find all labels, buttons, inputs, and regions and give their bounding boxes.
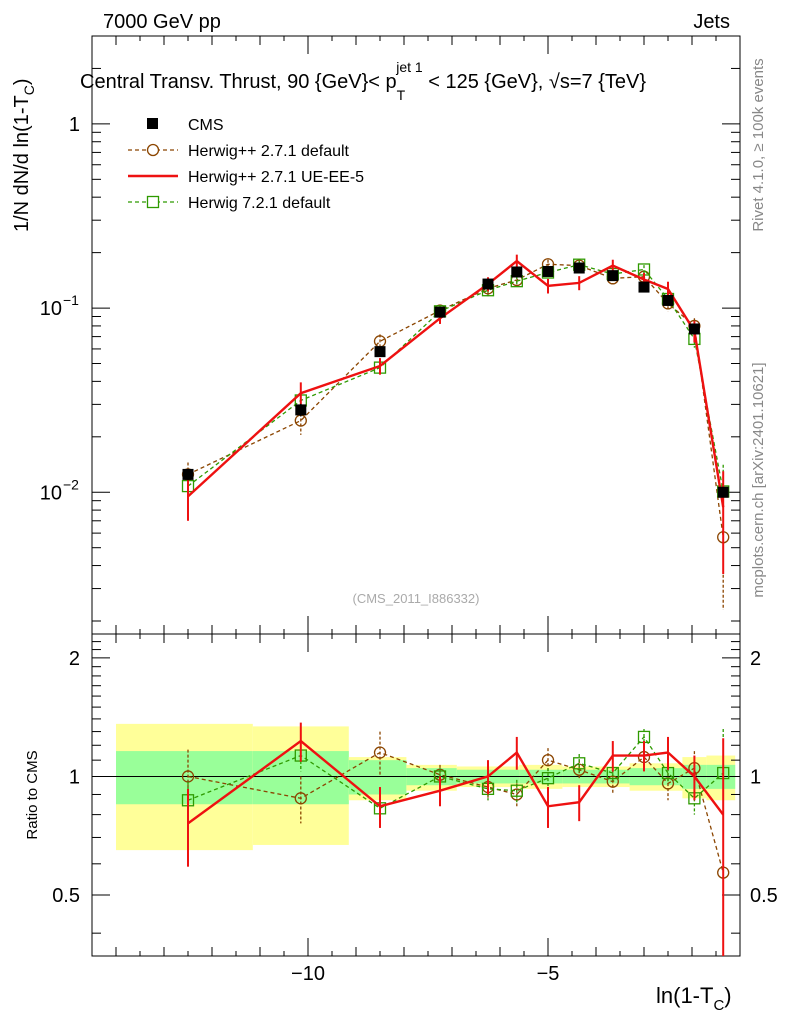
- legend-label-herwigpp-default: Herwig++ 2.7.1 default: [188, 143, 350, 160]
- energy-label: 7000 GeV pp: [103, 11, 221, 33]
- y-tick-label-ratio-right-0: 2: [750, 648, 761, 670]
- x-axis-title-sub: C: [713, 997, 724, 1014]
- ratio-band-green-2: [348, 760, 407, 795]
- y-tick-label-ratio-left-2: 0.5: [52, 885, 80, 907]
- series-herwig-2-7-1-ue-ee-5: [187, 254, 725, 956]
- line-herwig-2-7-1-default: [187, 263, 724, 538]
- legend-label-herwig7-default: Herwig 7.2.1 default: [188, 195, 331, 212]
- ratio-bands: [116, 723, 736, 851]
- ratio-band-green-0: [116, 751, 253, 805]
- legend-marker-cms: [147, 118, 158, 129]
- y-tick-label-ratio-left-1: 1: [69, 766, 80, 788]
- legend-label-herwigpp-ueee5: Herwig++ 2.7.1 UE-EE-5: [188, 169, 364, 186]
- data-point-cms: [542, 265, 554, 277]
- mcplots-label: mcplots.cern.ch [arXiv:2401.10621]: [750, 362, 767, 597]
- analysis-watermark: (CMS_2011_I886332): [353, 591, 480, 606]
- plot-title-tail: < 125 {GeV}, √s=7 {TeV}: [423, 71, 647, 93]
- x-axis-title-tail: ): [724, 983, 731, 1008]
- line-herwig-2-7-1-ue-ee-5: [187, 259, 725, 508]
- ratio-point-herwig-7-2-1-default: [510, 784, 523, 797]
- data-point-cms: [573, 262, 585, 274]
- legend-marker-herwigpp-default: [146, 143, 160, 157]
- data-point-cms: [511, 266, 523, 278]
- legend-label-cms: CMS: [188, 117, 224, 134]
- y-tick-label-main-exp-2: −2: [63, 476, 79, 492]
- y-tick-label-ratio-left-0: 2: [69, 648, 80, 670]
- rivet-version-label: Rivet 4.1.0, ≥ 100k events: [750, 58, 767, 231]
- line-herwig-7-2-1-default: [187, 264, 724, 492]
- y-tick-label-ratio-right-2: 0.5: [750, 885, 778, 907]
- y-axis-title-ratio: Ratio to CMS: [24, 750, 41, 839]
- x-axis-title-text: ln(1-T: [656, 983, 713, 1008]
- y-axis-title-main-sub: C: [21, 85, 37, 95]
- data-point-cms: [662, 294, 674, 306]
- y-axis-title-main-text: 1/N dN/d ln(1-T: [11, 95, 33, 232]
- x-tick-label-1: −5: [537, 963, 560, 985]
- ratio-point-herwig-2-7-1-default: [294, 792, 307, 805]
- data-point-cms: [482, 278, 494, 290]
- ratio-point-herwig-2-7-1-default: [373, 746, 387, 759]
- y-tick-label-main-1: 10: [40, 298, 62, 320]
- plot-title-sup: jet 1: [395, 59, 423, 75]
- data-point-cms: [717, 486, 729, 498]
- y-tick-label-main-exp-1: −1: [63, 292, 79, 308]
- y-tick-label-main-2: 10: [40, 482, 62, 504]
- x-axis-title: ln(1-TC): [656, 983, 732, 1014]
- data-point-cms: [688, 323, 700, 335]
- data-point-cms: [638, 281, 650, 293]
- y-tick-label-main-0: 1: [69, 114, 80, 136]
- ratio-point-herwig-7-2-1-default: [541, 772, 555, 785]
- data-point-cms: [434, 306, 446, 318]
- ratio-point-herwig-7-2-1-default: [573, 757, 586, 770]
- series-cms: [182, 262, 729, 498]
- process-label: Jets: [693, 11, 730, 33]
- y-axis-title-main-tail: ): [11, 78, 33, 85]
- y-tick-label-ratio-right-1: 1: [750, 766, 761, 788]
- plot-title-sub: T: [397, 87, 406, 103]
- series-layer: [181, 254, 730, 956]
- data-point-cms: [182, 468, 194, 480]
- legend: CMS Herwig++ 2.7.1 default Herwig++ 2.7.…: [128, 117, 364, 212]
- data-point-cms: [607, 270, 619, 282]
- ratio-point-herwig-2-7-1-default: [541, 754, 555, 767]
- ratio-plot-frame: [91, 633, 741, 957]
- data-point-cms: [374, 346, 386, 358]
- plot-title: Central Transv. Thrust, 90 {GeV}< pTjet …: [80, 59, 646, 103]
- y-axis-title-main: 1/N dN/d ln(1-TC): [11, 78, 37, 232]
- legend-marker-herwig7-default: [146, 195, 160, 209]
- plot-title-main: Central Transv. Thrust, 90 {GeV}< p: [80, 71, 397, 93]
- series-herwig-2-7-1-default: [181, 258, 730, 956]
- x-tick-label-0: −10: [291, 963, 325, 985]
- data-point-cms: [295, 404, 307, 416]
